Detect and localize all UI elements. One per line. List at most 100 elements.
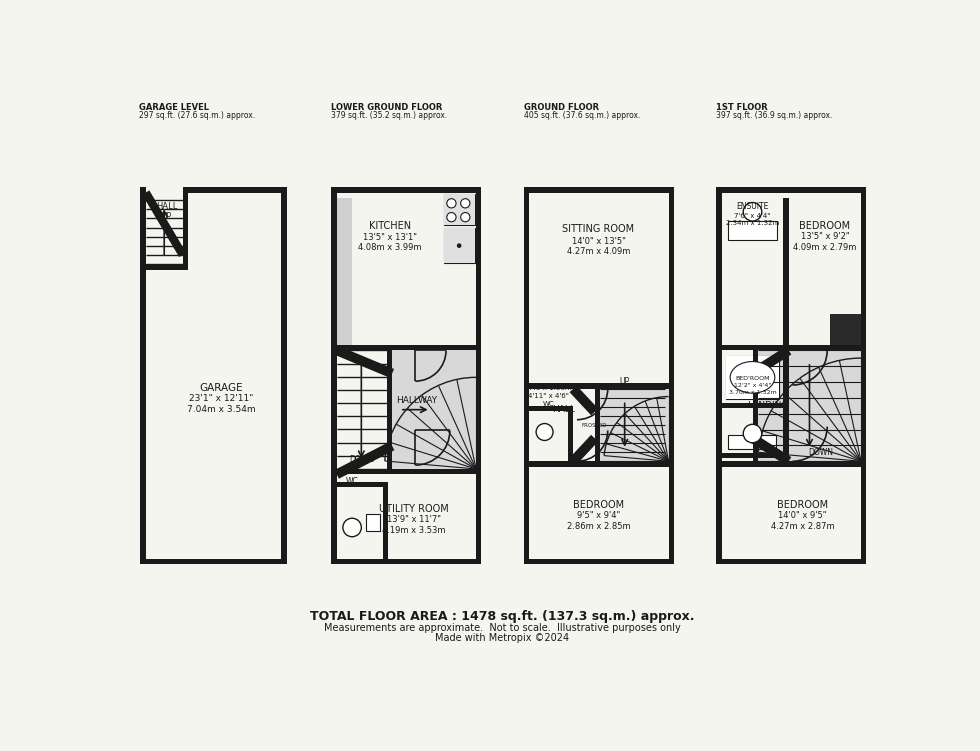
Bar <box>383 482 388 559</box>
Bar <box>337 198 352 345</box>
Bar <box>567 406 573 461</box>
Bar <box>830 314 861 345</box>
Bar <box>783 403 789 458</box>
Polygon shape <box>140 187 182 270</box>
Bar <box>182 187 287 192</box>
Text: 1ST FLOOR: 1ST FLOOR <box>716 104 768 113</box>
Text: SITTING ROOM: SITTING ROOM <box>563 225 635 234</box>
Circle shape <box>536 424 553 441</box>
Text: 7.04m x 3.54m: 7.04m x 3.54m <box>187 406 256 414</box>
Text: 14'0" x 9'5": 14'0" x 9'5" <box>778 511 827 520</box>
Bar <box>716 559 866 565</box>
Text: UTILITY ROOM: UTILITY ROOM <box>379 504 449 514</box>
Bar <box>758 351 866 461</box>
Text: 397 sq.ft. (36.9 sq.m.) approx.: 397 sq.ft. (36.9 sq.m.) approx. <box>716 111 833 120</box>
Bar <box>444 228 474 264</box>
Text: 2.34m x 1.32m: 2.34m x 1.32m <box>726 220 779 226</box>
Bar <box>529 406 567 412</box>
Text: BEDROOM: BEDROOM <box>777 500 828 510</box>
Circle shape <box>447 199 456 208</box>
Text: 297 sq.ft. (27.6 sq.m.) approx.: 297 sq.ft. (27.6 sq.m.) approx. <box>139 111 255 120</box>
Text: 13'9" x 11'7": 13'9" x 11'7" <box>387 515 441 524</box>
Circle shape <box>743 203 761 221</box>
Bar <box>753 345 758 461</box>
Bar <box>524 559 674 565</box>
Text: 4.27m x 4.09m: 4.27m x 4.09m <box>566 247 630 256</box>
Text: HALLWAY: HALLWAY <box>396 396 437 405</box>
Ellipse shape <box>730 361 775 393</box>
Text: 405 sq.ft. (37.6 sq.m.) approx.: 405 sq.ft. (37.6 sq.m.) approx. <box>524 111 640 120</box>
Text: 12'2" x 4'4": 12'2" x 4'4" <box>734 383 771 388</box>
Bar <box>716 187 721 565</box>
Text: 2.86m x 2.85m: 2.86m x 2.85m <box>566 522 630 531</box>
Text: GROUND FLOOR: GROUND FLOOR <box>524 104 599 113</box>
Circle shape <box>461 213 470 222</box>
Text: DOWN: DOWN <box>349 455 373 464</box>
Text: 13'5" x 9'2": 13'5" x 9'2" <box>801 232 850 241</box>
Bar <box>721 403 783 408</box>
Text: 4'11" x 4'6": 4'11" x 4'6" <box>528 393 568 399</box>
Bar <box>444 194 474 225</box>
Bar <box>861 187 866 565</box>
Circle shape <box>461 199 470 208</box>
Circle shape <box>457 243 462 248</box>
Bar <box>140 187 146 565</box>
Bar <box>529 461 668 466</box>
Bar <box>595 384 600 461</box>
Bar <box>783 345 789 408</box>
Bar <box>331 187 481 192</box>
Text: Made with Metropix ©2024: Made with Metropix ©2024 <box>435 632 569 643</box>
Text: BEDROOM: BEDROOM <box>573 500 624 510</box>
Text: 1.45 x 1.36m: 1.45 x 1.36m <box>525 385 571 391</box>
Text: 23'1" x 12'11": 23'1" x 12'11" <box>189 394 254 403</box>
Bar <box>337 345 476 351</box>
Bar <box>337 469 476 475</box>
Bar <box>444 194 474 225</box>
Bar <box>331 559 481 565</box>
Bar <box>281 187 287 565</box>
Bar <box>392 351 476 469</box>
Bar <box>668 187 674 565</box>
Text: BEDROOM: BEDROOM <box>800 221 851 231</box>
Bar <box>331 187 337 565</box>
Text: ENSUITE: ENSUITE <box>736 202 768 211</box>
Bar <box>146 264 182 270</box>
Text: 9'5" x 9'4": 9'5" x 9'4" <box>577 511 620 520</box>
Bar <box>725 356 779 399</box>
Bar <box>725 356 779 399</box>
Circle shape <box>743 424 761 443</box>
Bar <box>721 453 783 458</box>
Text: HALL: HALL <box>553 406 575 414</box>
Text: FROSTED: FROSTED <box>581 423 607 427</box>
Text: 3.70m x 1.32m: 3.70m x 1.32m <box>728 391 776 395</box>
Bar <box>721 461 861 466</box>
Text: DOWN: DOWN <box>808 448 834 457</box>
Circle shape <box>343 518 362 537</box>
Text: 13'5" x 13'1": 13'5" x 13'1" <box>363 233 416 242</box>
Bar <box>721 345 861 351</box>
Bar <box>600 389 670 461</box>
Text: BED'ROOM: BED'ROOM <box>735 376 769 382</box>
Text: TOTAL FLOOR AREA : 1478 sq.ft. (137.3 sq.m.) approx.: TOTAL FLOOR AREA : 1478 sq.ft. (137.3 sq… <box>310 610 695 623</box>
Bar <box>140 187 146 192</box>
Text: GARAGE LEVEL: GARAGE LEVEL <box>139 104 209 113</box>
Bar <box>524 187 529 565</box>
Bar <box>728 435 775 449</box>
Text: Measurements are approximate.  Not to scale.  Illustrative purposes only: Measurements are approximate. Not to sca… <box>323 623 681 633</box>
Bar <box>529 384 668 389</box>
Text: UP: UP <box>162 212 172 221</box>
Bar <box>140 559 287 565</box>
Text: WC: WC <box>346 477 359 486</box>
Text: KITCHEN: KITCHEN <box>368 221 411 231</box>
Text: 4.27m x 2.87m: 4.27m x 2.87m <box>770 522 834 531</box>
Text: 4.19m x 3.53m: 4.19m x 3.53m <box>382 526 446 535</box>
Bar <box>783 198 789 345</box>
Text: 7'6" x 4'4": 7'6" x 4'4" <box>734 213 770 219</box>
Text: LANDING: LANDING <box>747 401 789 410</box>
Bar <box>387 351 392 469</box>
Text: HALL: HALL <box>156 202 177 211</box>
Text: 4.09m x 2.79m: 4.09m x 2.79m <box>793 243 857 252</box>
Text: 4.08m x 3.99m: 4.08m x 3.99m <box>358 243 421 252</box>
Text: UP: UP <box>619 377 630 386</box>
Text: 379 sq.ft. (35.2 sq.m.) approx.: 379 sq.ft. (35.2 sq.m.) approx. <box>331 111 448 120</box>
